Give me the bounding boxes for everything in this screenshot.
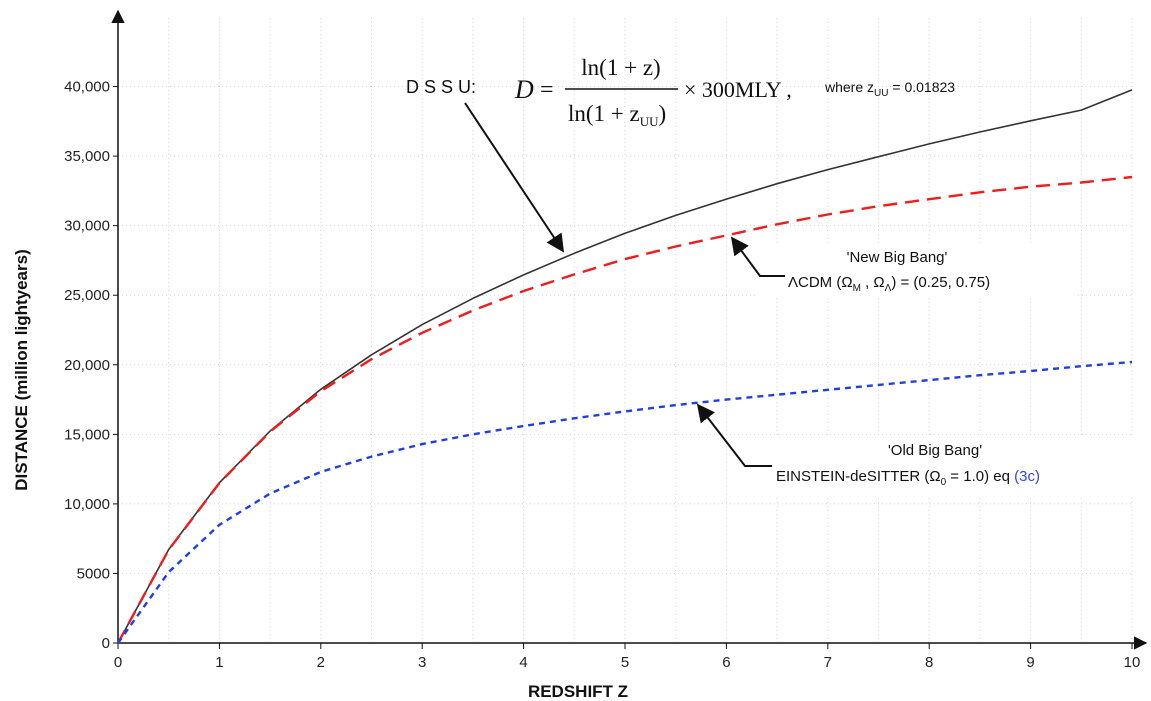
y-tick-label: 0 [102, 635, 110, 652]
eds-pointer-arrow [696, 403, 772, 467]
dssu-annotation: D S S U: D = ln(1 + z) ln(1 + zUU) × 300… [406, 55, 955, 253]
formula-d: D [514, 75, 534, 104]
formula-denominator: ln(1 + zUU) [568, 101, 666, 129]
series-line-eds [117, 360, 1133, 644]
x-tick-label: 9 [1026, 654, 1034, 671]
x-tick-label: 2 [317, 654, 325, 671]
x-tick-label: 4 [519, 654, 527, 671]
new-big-bang-annotation: 'New Big Bang' ΛCDM (ΩM , ΩΛ) = (0.25, 0… [730, 236, 1076, 296]
formula-numerator: ln(1 + z) [581, 55, 660, 80]
y-tick-label: 30,000 [64, 218, 110, 235]
annotation-background [768, 436, 1138, 496]
y-axis-title: DISTANCE (million lightyears) [12, 249, 31, 491]
x-tick-label: 7 [824, 654, 832, 671]
annotation-background [756, 244, 1076, 296]
new-big-bang-title: 'New Big Bang' [847, 249, 948, 266]
old-big-bang-title: 'Old Big Bang' [888, 442, 982, 459]
x-tick-label: 8 [925, 654, 933, 671]
series-lines [116, 89, 1133, 644]
where-zuu: where zUU = 0.01823 [824, 79, 955, 99]
dssu-pointer-arrow [464, 102, 564, 253]
x-tick-label: 10 [1124, 654, 1141, 671]
y-tick-label: 20,000 [64, 357, 110, 374]
series-line-dssu [117, 89, 1133, 644]
formula-tail: × 300MLY , [684, 77, 792, 102]
y-tick-label: 15,000 [64, 426, 110, 443]
x-tick-label: 1 [215, 654, 223, 671]
y-tick-label: 35,000 [64, 148, 110, 165]
x-tick-label: 3 [418, 654, 426, 671]
formula-equals: = [540, 77, 554, 103]
lcdm-pointer-arrow [730, 236, 785, 277]
axes [111, 9, 1148, 650]
x-axis-title: REDSHIFT Z [528, 682, 628, 701]
y-tick-label: 40,000 [64, 79, 110, 96]
x-tick-label: 6 [722, 654, 730, 671]
x-tick-label: 0 [114, 654, 122, 671]
lcdm-label: ΛCDM (ΩM , ΩΛ) = (0.25, 0.75) [788, 274, 990, 294]
y-tick-label: 25,000 [64, 287, 110, 304]
y-tick-label: 10,000 [64, 496, 110, 513]
eds-label: EINSTEIN-deSITTER (Ω0 = 1.0) eq (3c) [776, 468, 1040, 488]
x-tick-label: 5 [621, 654, 629, 671]
y-tick-label: 5000 [77, 565, 110, 582]
dssu-label: D S S U: [406, 77, 476, 97]
old-big-bang-annotation: 'Old Big Bang' EINSTEIN-deSITTER (Ω0 = 1… [696, 403, 1138, 496]
y-tick-labels: 0 5000 10,000 15,000 20,000 25,000 30,000 35,00… [64, 79, 118, 652]
x-tick-labels: 0 1 2 3 4 5 6 7 8 9 10 [114, 643, 1141, 671]
series-line-lcdm [116, 175, 1133, 644]
